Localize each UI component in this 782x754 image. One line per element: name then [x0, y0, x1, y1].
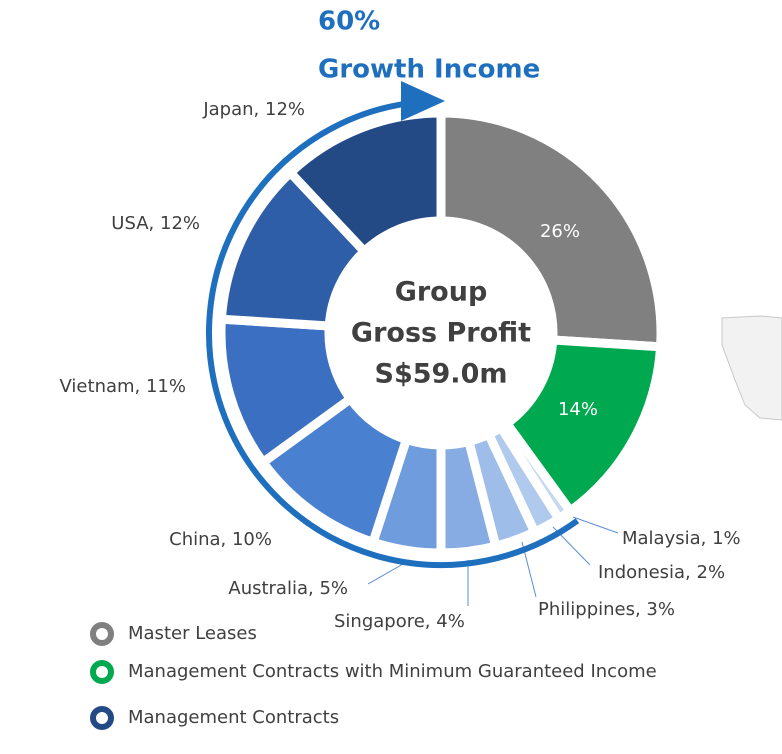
- annotation-text: Growth Income: [318, 55, 540, 85]
- donut-segment: [284, 108, 446, 258]
- data-label: Japan, 12%: [202, 99, 305, 120]
- data-label: China, 10%: [169, 529, 272, 550]
- map-fragment: [721, 315, 782, 421]
- legend-marker: [90, 622, 114, 646]
- data-label: Indonesia, 2%: [598, 562, 725, 583]
- leader-line: [572, 516, 619, 534]
- center-text: S$59.0m: [375, 359, 508, 390]
- center-text: Group: [395, 277, 488, 308]
- data-label: USA, 12%: [111, 213, 200, 234]
- donut-segment: [436, 108, 666, 352]
- data-label: Australia, 5%: [228, 578, 348, 599]
- data-label: 14%: [558, 399, 598, 420]
- legend-label: Management Contracts with Minimum Guaran…: [128, 661, 657, 682]
- legend-marker: [90, 660, 114, 684]
- data-label: Philippines, 3%: [538, 599, 675, 620]
- annotation-value: 60%: [318, 7, 380, 37]
- data-label: Malaysia, 1%: [622, 528, 741, 549]
- legend-label: Management Contracts: [128, 707, 340, 728]
- legend-marker: [90, 706, 114, 730]
- data-label: 26%: [540, 221, 580, 242]
- legend-label: Master Leases: [128, 623, 257, 644]
- growth-arrowhead: [401, 81, 445, 121]
- data-label: Singapore, 4%: [334, 611, 465, 632]
- growth-arc: [206, 99, 580, 568]
- center-text: Gross Profit: [351, 318, 531, 349]
- data-label: Vietnam, 11%: [60, 376, 186, 397]
